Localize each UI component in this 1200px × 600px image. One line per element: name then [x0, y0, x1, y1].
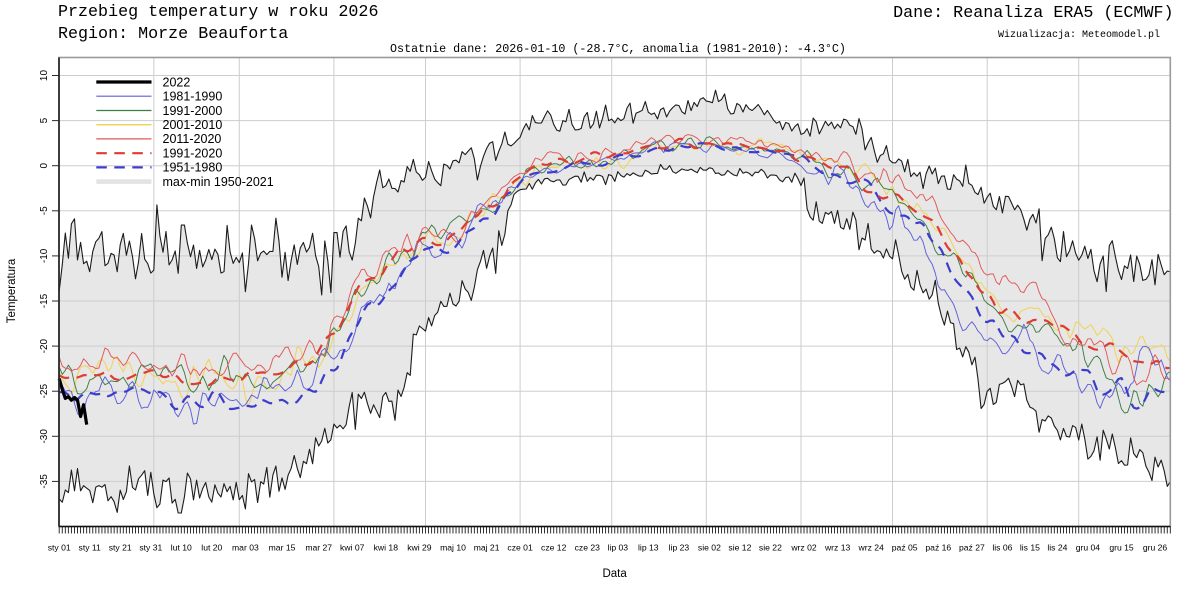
svg-text:-25: -25	[39, 384, 50, 399]
svg-text:mar 03: mar 03	[232, 543, 259, 553]
svg-text:-35: -35	[39, 474, 50, 489]
svg-text:gru 04: gru 04	[1076, 543, 1101, 553]
svg-text:1951-1980: 1951-1980	[163, 161, 223, 175]
svg-text:sty 01: sty 01	[48, 543, 71, 553]
svg-text:lis 24: lis 24	[1047, 543, 1067, 553]
svg-text:2001-2010: 2001-2010	[163, 118, 223, 132]
svg-text:wrz 13: wrz 13	[824, 543, 851, 553]
svg-text:-5: -5	[39, 206, 50, 215]
svg-text:lis 06: lis 06	[992, 543, 1012, 553]
svg-text:1991-2000: 1991-2000	[163, 104, 223, 118]
svg-text:wrz 02: wrz 02	[790, 543, 817, 553]
svg-text:cze 12: cze 12	[541, 543, 567, 553]
svg-text:2022: 2022	[163, 75, 191, 89]
svg-text:lip 03: lip 03	[608, 543, 629, 553]
svg-text:lut 20: lut 20	[201, 543, 222, 553]
svg-text:sie 12: sie 12	[728, 543, 751, 553]
svg-text:sty 21: sty 21	[109, 543, 132, 553]
svg-text:lut 10: lut 10	[171, 543, 192, 553]
svg-text:wrz 24: wrz 24	[858, 543, 885, 553]
svg-text:maj 10: maj 10	[440, 543, 466, 553]
svg-text:sie 02: sie 02	[698, 543, 721, 553]
svg-text:cze 01: cze 01	[507, 543, 533, 553]
svg-text:2011-2020: 2011-2020	[163, 132, 222, 146]
svg-text:kwi 07: kwi 07	[340, 543, 365, 553]
svg-text:5: 5	[39, 117, 50, 123]
svg-text:1981-1990: 1981-1990	[163, 90, 223, 104]
svg-text:kwi 18: kwi 18	[374, 543, 399, 553]
svg-text:mar 15: mar 15	[269, 543, 296, 553]
svg-text:Temperatura: Temperatura	[6, 258, 18, 323]
svg-text:lip 23: lip 23	[669, 543, 690, 553]
svg-text:paź 27: paź 27	[959, 543, 985, 553]
svg-text:gru 15: gru 15	[1109, 543, 1134, 553]
svg-text:lis 15: lis 15	[1020, 543, 1040, 553]
svg-text:kwi 29: kwi 29	[407, 543, 432, 553]
svg-text:Dane: Reanaliza ERA5 (ECMWF): Dane: Reanaliza ERA5 (ECMWF)	[893, 4, 1173, 23]
svg-text:max-min 1950-2021: max-min 1950-2021	[163, 175, 274, 189]
svg-text:gru 26: gru 26	[1143, 543, 1168, 553]
svg-text:-15: -15	[39, 293, 50, 308]
svg-text:10: 10	[39, 70, 50, 82]
svg-text:paź 16: paź 16	[925, 543, 951, 553]
svg-text:Region: Morze Beauforta: Region: Morze Beauforta	[58, 25, 288, 44]
svg-text:Ostatnie dane: 2026-01-10 (-28: Ostatnie dane: 2026-01-10 (-28.7°C, anom…	[390, 42, 846, 56]
svg-text:-20: -20	[39, 338, 50, 353]
svg-text:sty 31: sty 31	[139, 543, 162, 553]
svg-text:Wizualizacja: Meteomodel.pl: Wizualizacja: Meteomodel.pl	[998, 29, 1160, 41]
svg-text:-30: -30	[39, 429, 50, 444]
svg-text:lip 13: lip 13	[638, 543, 659, 553]
svg-text:sie 22: sie 22	[759, 543, 782, 553]
svg-text:sty 11: sty 11	[79, 543, 102, 553]
svg-text:-10: -10	[39, 248, 50, 263]
svg-text:1991-2020: 1991-2020	[163, 147, 223, 161]
svg-text:mar 27: mar 27	[305, 543, 332, 553]
svg-text:0: 0	[39, 162, 50, 168]
svg-text:Przebieg temperatury w roku 20: Przebieg temperatury w roku 2026	[58, 3, 378, 22]
svg-text:Data: Data	[602, 568, 627, 580]
svg-text:cze 23: cze 23	[575, 543, 601, 553]
svg-text:maj 21: maj 21	[474, 543, 500, 553]
svg-text:paź 05: paź 05	[892, 543, 918, 553]
